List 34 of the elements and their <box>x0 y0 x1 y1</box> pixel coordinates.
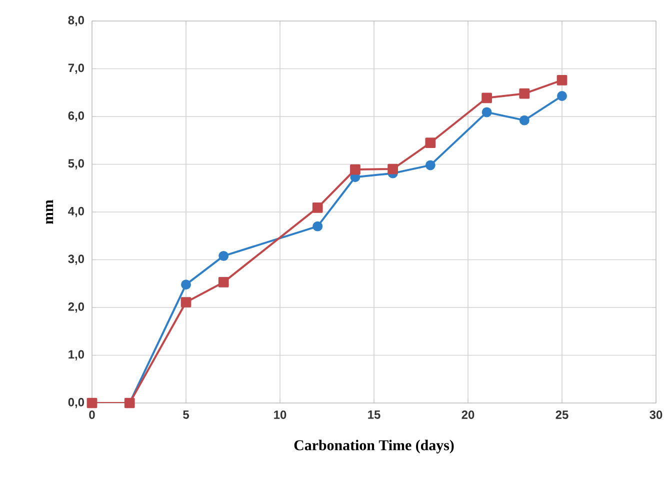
y-tick-label: 7,0 <box>68 64 84 74</box>
point <box>312 221 323 232</box>
x-tick-label: 5 <box>183 410 189 419</box>
point <box>482 92 492 104</box>
point <box>388 164 398 174</box>
point <box>556 75 568 86</box>
point <box>180 297 192 308</box>
y-tick-label: 4,0 <box>68 206 84 218</box>
y-tick-label: 8,0 <box>68 16 84 26</box>
y-tick-label: 6,0 <box>68 111 84 122</box>
x-axis-title: Carbonation Time (days) <box>294 440 454 454</box>
x-tick-label: 0 <box>89 410 95 419</box>
point <box>425 160 436 170</box>
point <box>181 280 191 290</box>
x-tick-label: 10 <box>274 410 286 419</box>
y-tick-label: 2,0 <box>68 302 84 313</box>
x-tick-label: 20 <box>462 410 474 419</box>
y-tick-label: 0,0 <box>68 398 84 408</box>
point <box>218 250 229 261</box>
point <box>482 107 492 118</box>
point <box>425 138 436 148</box>
y-tick-label: 1,0 <box>68 350 84 360</box>
point <box>519 88 530 99</box>
x-tick-label: 15 <box>368 410 380 419</box>
y-axis-title: mm <box>46 200 54 224</box>
x-tick-label: 30 <box>650 410 662 419</box>
y-tick-label: 5,0 <box>68 159 84 170</box>
point <box>312 202 323 213</box>
point <box>350 164 360 175</box>
point <box>557 90 567 101</box>
point <box>519 115 530 126</box>
x-tick-label: 25 <box>556 410 568 419</box>
y-tick-label: 3,0 <box>68 254 84 265</box>
point <box>218 277 229 288</box>
